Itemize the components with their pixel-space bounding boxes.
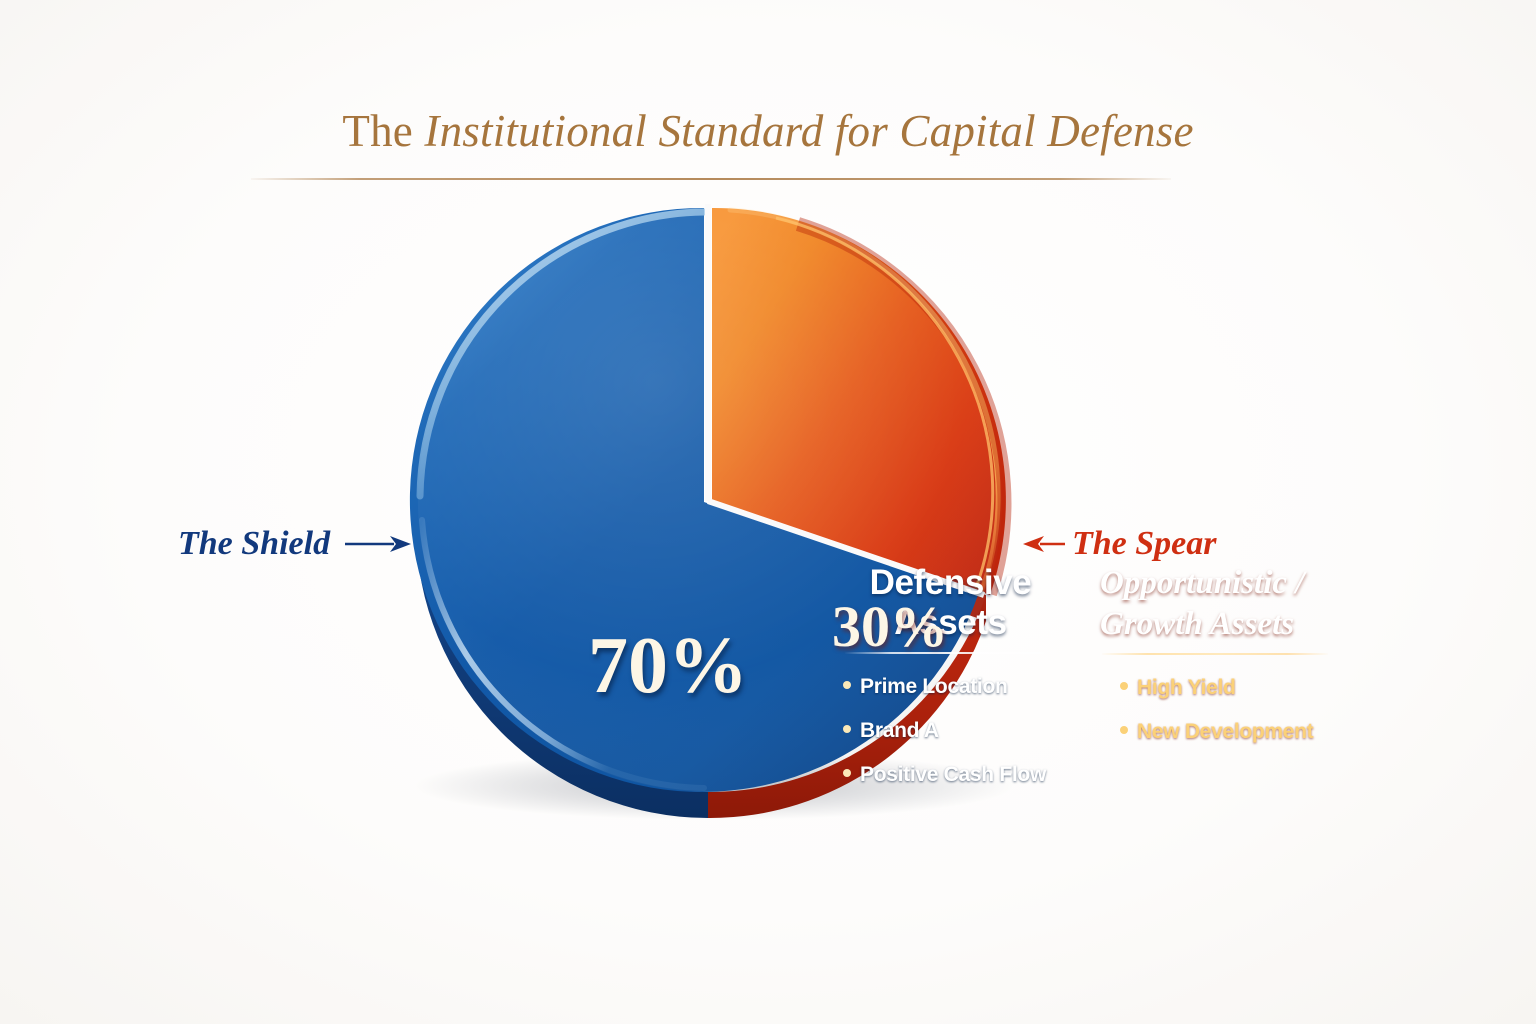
pie-chart: Defensive Assets Prime Location Brand A … [378, 190, 1328, 830]
slice-percent-growth: 30% [832, 594, 948, 659]
slice-bullets-growth: High Yield New Development [1100, 666, 1348, 754]
arrow-right-icon [345, 536, 412, 552]
arrow-left-icon [1023, 536, 1065, 552]
annotation-shield: The Shield [178, 524, 412, 564]
slice-heading-defensive-line2: Assets [894, 603, 1007, 642]
slice-panel-defensive: Defensive Assets Prime Location Brand A … [823, 563, 1078, 797]
annotation-spear: The Spear [1022, 524, 1217, 564]
list-item: New Development [1120, 710, 1348, 754]
list-item: High Yield [1120, 666, 1348, 710]
slice-heading-defensive: Defensive Assets [823, 563, 1078, 643]
pie-slice-growth-rim-accent [775, 216, 995, 589]
slice-heading-defensive-line1: Defensive [869, 563, 1032, 602]
pie-slice-growth-outer-edge [795, 217, 1012, 597]
bullet-dot-icon [843, 769, 851, 777]
slice-heading-growth-line2: Growth Assets [1100, 606, 1295, 642]
slice-panel-growth: Opportunistic / Growth Assets High Yield… [1100, 563, 1348, 754]
list-item-label: Prime Location [860, 675, 1008, 698]
list-item-label: Positive Cash Flow [860, 763, 1046, 786]
title-divider [251, 178, 1171, 180]
pie-slice-defensive-bottom-highlight [419, 517, 707, 791]
pie-slice-defensive-rim-highlight [416, 208, 708, 500]
slice-heading-divider-defensive [844, 652, 1057, 654]
pie-chart-svg [409, 204, 1014, 820]
bullet-dot-icon [843, 725, 851, 733]
bullet-dot-icon [843, 681, 851, 689]
bullet-dot-icon [1120, 726, 1128, 734]
slice-heading-divider-growth [1102, 653, 1328, 655]
list-item: Prime Location [843, 665, 1078, 709]
slice-heading-growth: Opportunistic / Growth Assets [1100, 563, 1348, 645]
page-title-lead: The [342, 106, 425, 156]
list-item: Brand A [843, 709, 1078, 753]
page-title-emphasis: Institutional Standard for Capital Defen… [424, 106, 1194, 156]
annotation-shield-label: The Shield [178, 525, 331, 562]
page-title: The Institutional Standard for Capital D… [0, 104, 1536, 158]
bullet-dot-icon [1120, 682, 1128, 690]
slice-heading-growth-line1: Opportunistic / [1100, 565, 1305, 601]
list-item-label: Brand A [860, 719, 939, 742]
list-item-label: New Development [1137, 720, 1314, 743]
annotation-spear-label: The Spear [1072, 525, 1217, 562]
list-item-label: High Yield [1137, 676, 1236, 699]
slice-gap-lower [707, 498, 985, 598]
slice-bullets-defensive: Prime Location Brand A Positive Cash Flo… [823, 665, 1078, 797]
slice-percent-defensive: 70% [588, 622, 748, 710]
list-item: Positive Cash Flow [843, 753, 1078, 797]
title-block: The Institutional Standard for Capital D… [0, 104, 1536, 180]
